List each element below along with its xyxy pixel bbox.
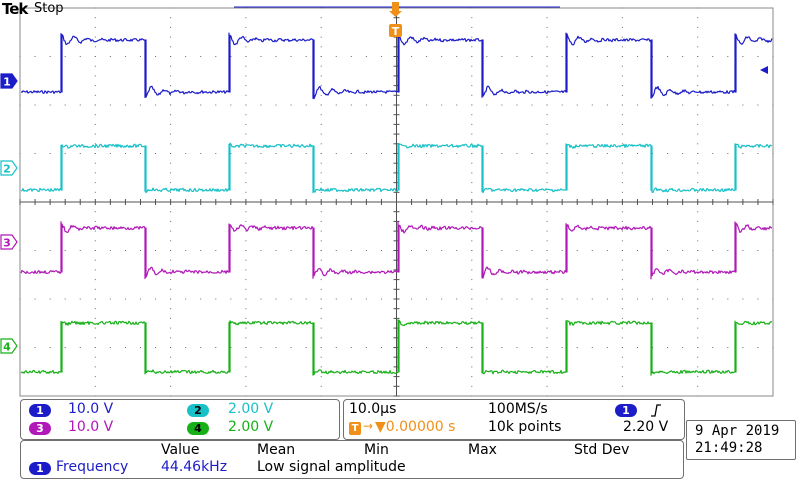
horizontal-scale: 10.0µs [349,401,397,417]
ch1-scale: 10.0 V [68,401,114,417]
ch1-trace [20,32,773,100]
ch4-ground-marker: 4 [0,338,18,354]
trigger-marker-label: T [392,25,400,38]
ch3-ground-marker: 3 [0,234,18,250]
ch2-trace [20,142,773,194]
col-header-max: Max [468,442,497,458]
ch3-scale: 10.0 V [68,419,114,435]
col-header-std-dev: Std Dev [574,442,630,458]
time: 21:49:28 [695,440,763,456]
trigger-arrow-icon [389,11,402,17]
timebase-panel: 10.0µs 100MS/s 1 T → ▼0.00000 s 10k poin… [343,399,685,440]
ch2-scale-badge[interactable]: 2 [187,404,209,417]
trigger-icon: T [349,422,361,435]
ch1-scale-badge[interactable]: 1 [29,404,51,417]
date: 9 Apr 2019 [695,423,780,439]
datetime-panel: 9 Apr 2019 21:49:28 [686,420,796,460]
arrow-right-icon: → [363,419,374,433]
ch3-trace [20,220,773,280]
col-header-min: Min [364,442,389,458]
measurement-value: 44.46kHz [161,459,228,475]
graticule [19,7,774,397]
ch2-ground-marker: 2 [0,160,18,176]
waveform-display: T 1 2 3 4 [0,2,774,397]
measurement-status: Low signal amplitude [257,459,406,475]
channel-scale-panel: 1 10.0 V 2 2.00 V 3 10.0 V 4 2.00 V [20,399,340,440]
trigger-level-arrow-icon [760,66,768,74]
waveform-traces [20,32,773,376]
rising-edge-icon [651,404,661,417]
ch3-scale-badge[interactable]: 3 [29,422,51,435]
svg-text:1: 1 [3,76,11,89]
measurement-channel-badge[interactable]: 1 [29,462,51,475]
record-length: 10k points [488,419,562,435]
col-header-mean: Mean [257,442,296,458]
trigger-marker-box [389,24,402,37]
svg-text:3: 3 [3,237,11,250]
ch1-ground-marker: 1 [0,73,18,89]
trigger-position: ▼0.00000 s [375,419,456,435]
ch2-scale: 2.00 V [228,401,274,417]
trigger-position-marker [392,2,399,11]
sample-rate: 100MS/s [488,401,548,417]
svg-text:2: 2 [3,163,11,176]
svg-text:4: 4 [3,341,11,354]
col-header-value: Value [161,442,200,458]
measurement-panel: Value Mean Min Max Std Dev 1 Frequency 4… [20,440,684,479]
ch4-scale: 2.00 V [228,419,274,435]
trigger-source-badge[interactable]: 1 [615,404,637,417]
ch4-trace [20,319,773,376]
brand-logo: Tek [2,0,28,18]
acquisition-state: Stop [34,1,64,16]
trigger-level: 2.20 V [623,419,669,435]
ch4-scale-badge[interactable]: 4 [187,422,209,435]
measurement-name[interactable]: Frequency [56,459,129,475]
channel-markers: T 1 2 3 4 [0,2,768,354]
